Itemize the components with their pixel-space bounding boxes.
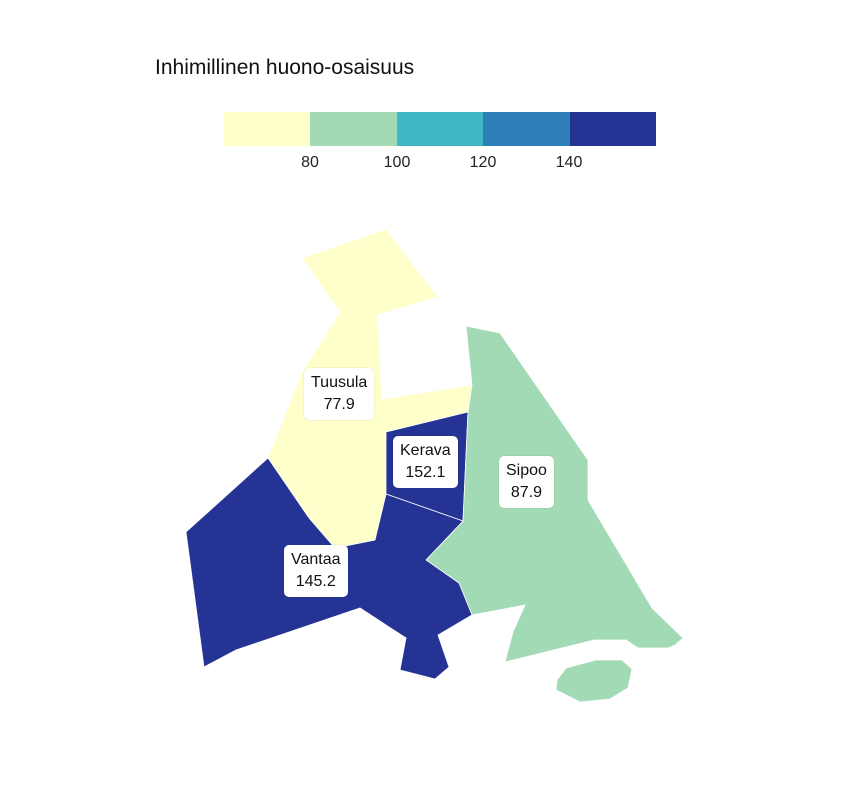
label-kerava-name: Kerava bbox=[400, 442, 451, 459]
legend-swatch-1 bbox=[224, 112, 311, 146]
label-vantaa: Vantaa 145.2 bbox=[284, 545, 348, 597]
legend-swatch-2 bbox=[310, 112, 397, 146]
region-sipoo-island[interactable] bbox=[555, 659, 633, 703]
label-tuusula-value: 77.9 bbox=[323, 396, 355, 413]
label-kerava-value: 152.1 bbox=[405, 464, 446, 481]
legend-tick-120: 120 bbox=[469, 154, 497, 171]
legend-tick-80: 80 bbox=[301, 154, 319, 171]
color-legend-bar bbox=[224, 112, 657, 146]
legend-title: Inhimillinen huono-osaisuus bbox=[155, 56, 415, 79]
legend-swatch-3 bbox=[396, 112, 484, 146]
legend-swatch-5 bbox=[569, 112, 657, 146]
legend-tick-140: 140 bbox=[555, 154, 583, 171]
label-vantaa-name: Vantaa bbox=[291, 551, 341, 568]
legend-swatch-4 bbox=[483, 112, 570, 146]
label-tuusula-name: Tuusula bbox=[311, 374, 368, 391]
label-sipoo: Sipoo 87.9 bbox=[499, 456, 554, 508]
label-tuusula: Tuusula 77.9 bbox=[304, 368, 375, 420]
label-kerava: Kerava 152.1 bbox=[393, 436, 458, 488]
legend-tick-100: 100 bbox=[383, 154, 411, 171]
label-sipoo-name: Sipoo bbox=[506, 462, 547, 479]
label-vantaa-value: 145.2 bbox=[295, 573, 336, 590]
label-sipoo-value: 87.9 bbox=[510, 484, 543, 501]
